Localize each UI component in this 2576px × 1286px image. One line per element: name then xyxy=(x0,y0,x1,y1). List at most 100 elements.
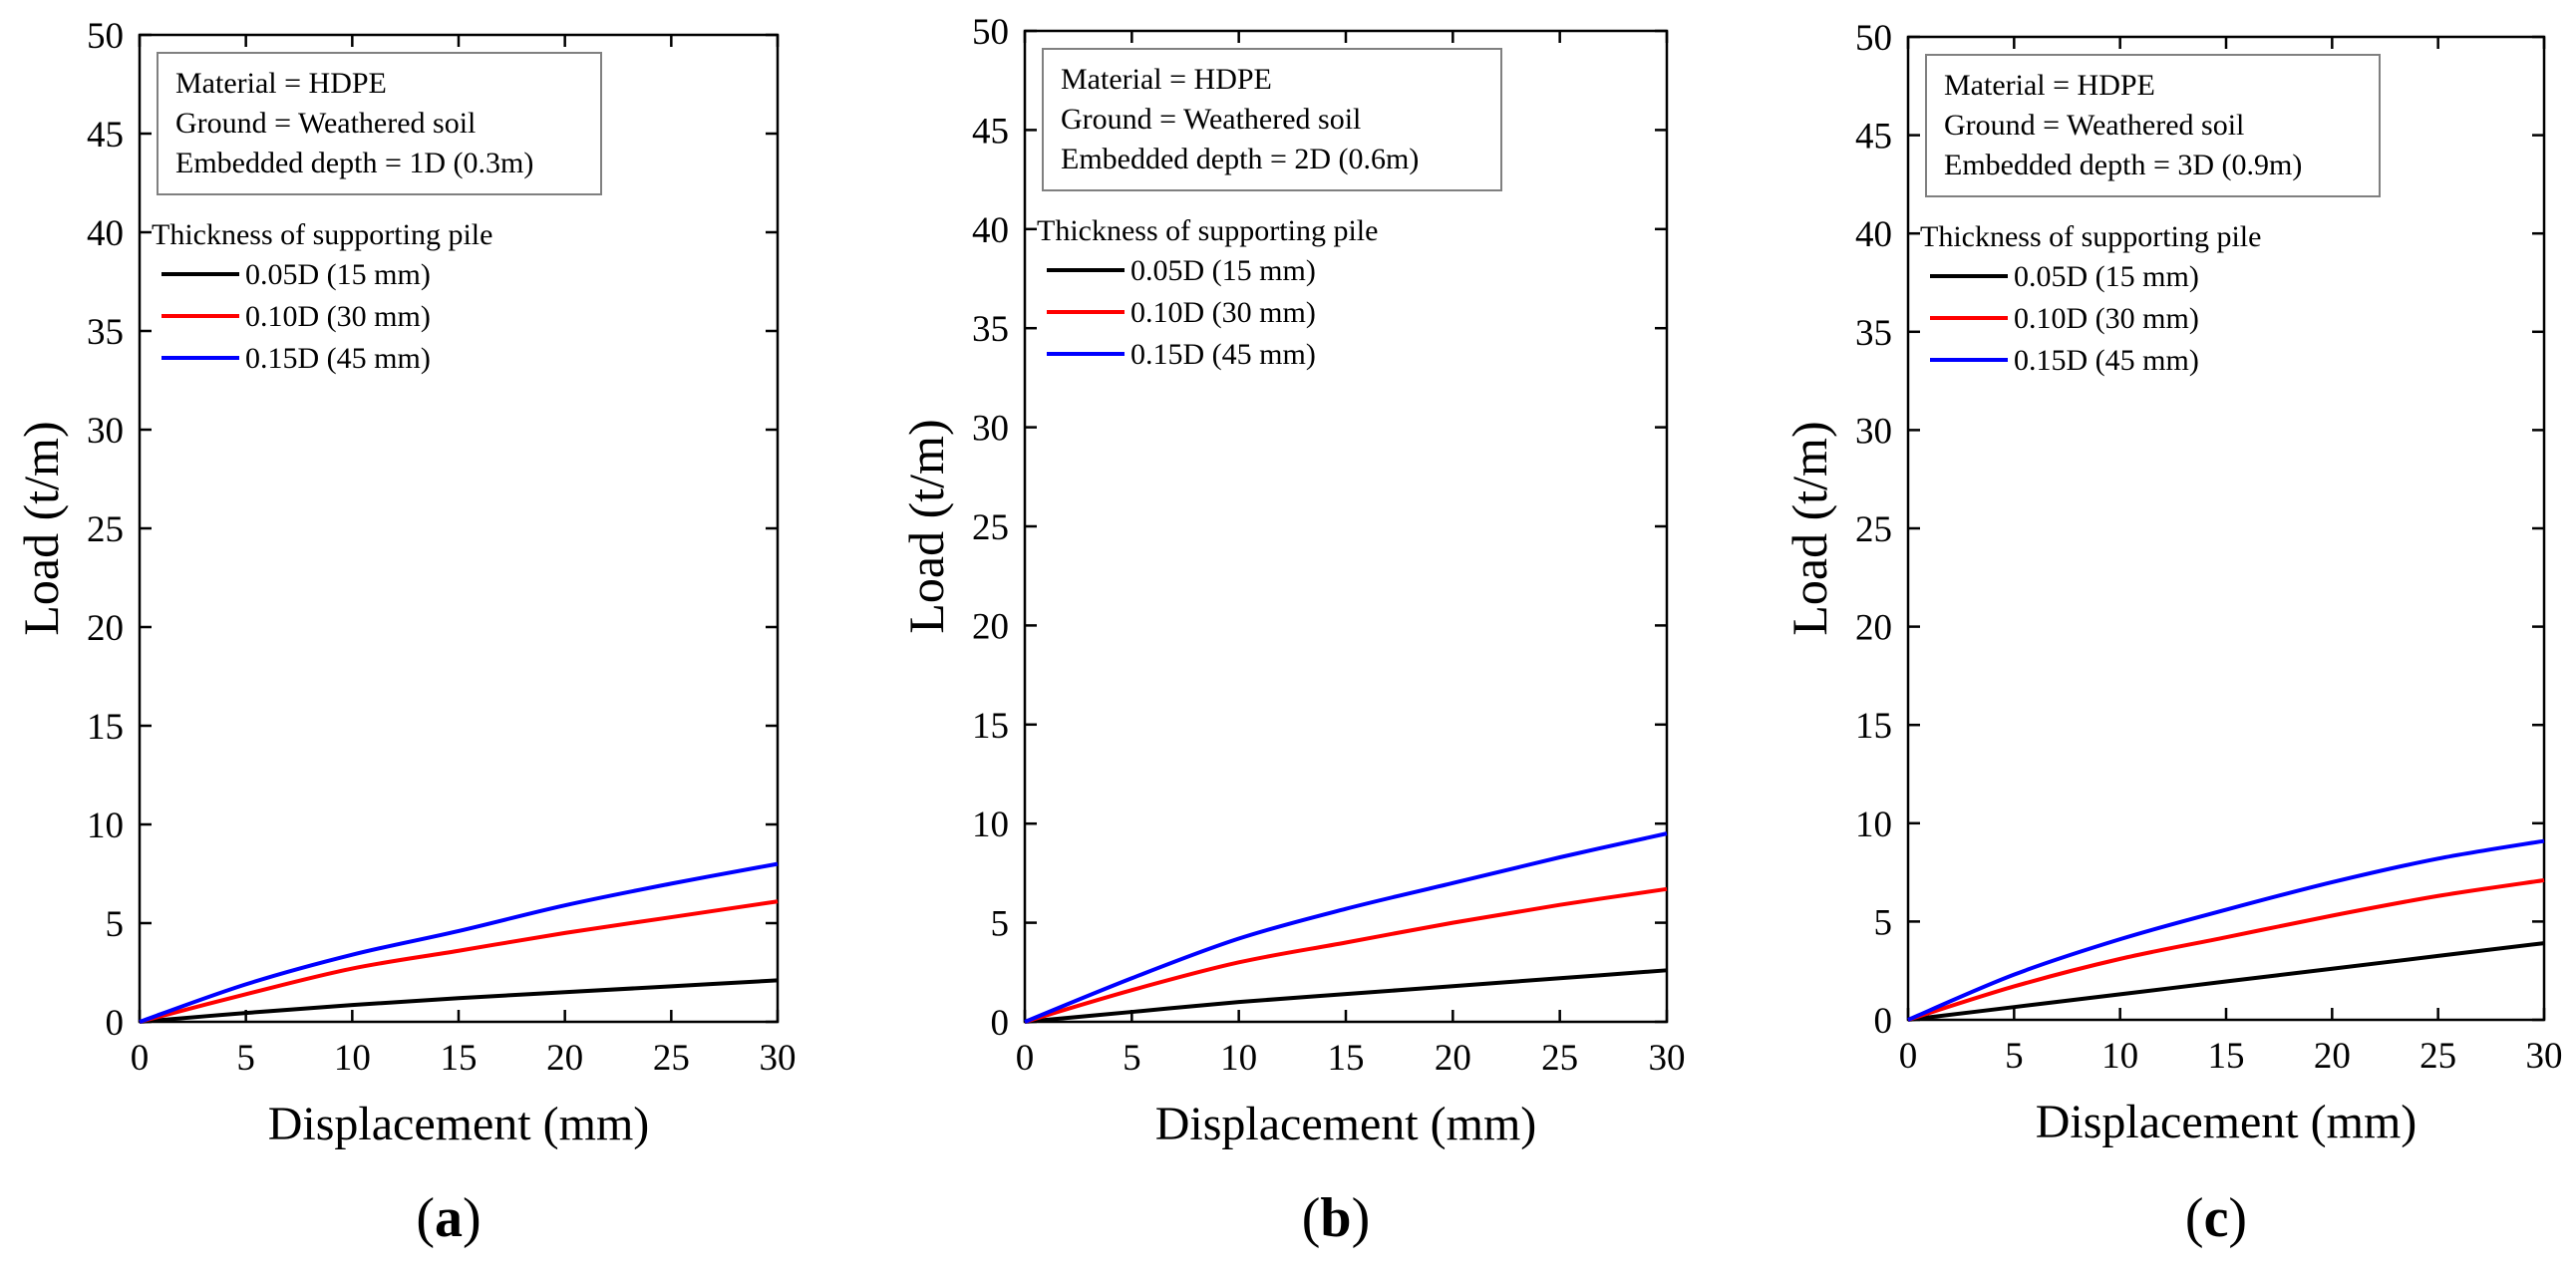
x-tick-label: 5 xyxy=(1123,1038,1141,1079)
x-tick-label: 20 xyxy=(2314,1036,2351,1077)
info-line: Material = HDPE xyxy=(1061,63,1272,96)
y-tick-label: 35 xyxy=(87,312,124,353)
y-tick-label: 45 xyxy=(972,111,1009,152)
x-tick-label: 15 xyxy=(441,1038,478,1079)
x-tick-label: 10 xyxy=(334,1038,371,1079)
series-line-2 xyxy=(1907,878,2545,1022)
series-line-2 xyxy=(1024,886,1668,1024)
legend-entry-2: 0.10D (30 mm) xyxy=(2014,302,2199,335)
series-line-3 xyxy=(139,861,779,1024)
x-tick-label: 20 xyxy=(546,1038,583,1079)
info-box xyxy=(1042,48,1502,191)
x-tick-label: 15 xyxy=(2208,1036,2245,1077)
x-tick-label: 25 xyxy=(1541,1038,1578,1079)
info-line: Ground = Weathered soil xyxy=(175,107,476,140)
y-tick-label: 10 xyxy=(87,805,124,846)
chart-panel-a: 0 5 10 15 20 25 30 0 5 10 15 20 25 30 35 40 45 50 Displace… xyxy=(13,16,797,1249)
y-tick-label: 0 xyxy=(991,1003,1010,1044)
y-tick-label: 5 xyxy=(991,904,1010,945)
y-tick-label: 35 xyxy=(972,309,1009,350)
legend-entry-2: 0.10D (30 mm) xyxy=(1130,296,1316,329)
x-tick-label: 5 xyxy=(2005,1036,2024,1077)
x-axis-label: Displacement (mm) xyxy=(1155,1098,1537,1150)
series-line-1 xyxy=(1024,968,1668,1024)
x-axis-label: Displacement (mm) xyxy=(2036,1096,2417,1148)
legend-entry-2: 0.10D (30 mm) xyxy=(245,300,431,333)
x-tick-label: 0 xyxy=(1016,1038,1035,1079)
x-tick-label: 0 xyxy=(1899,1036,1918,1077)
x-tick-label: 15 xyxy=(1328,1038,1365,1079)
y-tick-label: 10 xyxy=(972,804,1009,845)
panel-label: (a) xyxy=(416,1187,481,1249)
series-line-3 xyxy=(1907,838,2545,1022)
y-tick-label: 0 xyxy=(106,1003,125,1044)
info-line: Embedded depth = 2D (0.6m) xyxy=(1061,143,1419,175)
legend-title: Thickness of supporting pile xyxy=(1920,220,2261,253)
series-line-1 xyxy=(139,978,779,1024)
y-axis-label: Load (t/m) xyxy=(898,419,954,633)
y-tick-label: 20 xyxy=(972,606,1009,647)
info-line: Embedded depth = 3D (0.9m) xyxy=(1944,149,2302,181)
y-tick-label: 15 xyxy=(1855,706,1892,747)
legend-title: Thickness of supporting pile xyxy=(152,218,492,251)
legend-entry-1: 0.05D (15 mm) xyxy=(2014,260,2199,293)
y-axis-label: Load (t/m) xyxy=(1781,421,1837,635)
x-tick-label: 5 xyxy=(236,1038,255,1079)
x-tick-label: 10 xyxy=(1220,1038,1257,1079)
y-tick-label: 30 xyxy=(972,409,1009,450)
series-line-2 xyxy=(139,899,779,1024)
info-line: Material = HDPE xyxy=(175,67,387,100)
panel-label: (b) xyxy=(1302,1187,1370,1249)
y-tick-label: 40 xyxy=(1855,214,1892,255)
y-tick-label: 45 xyxy=(1855,117,1892,158)
panel-label: (c) xyxy=(2185,1187,2247,1249)
y-tick-label: 25 xyxy=(87,509,124,550)
y-tick-label: 35 xyxy=(1855,313,1892,354)
y-tick-label: 45 xyxy=(87,115,124,156)
y-tick-label: 50 xyxy=(87,16,124,57)
y-tick-label: 50 xyxy=(972,12,1009,53)
y-axis-label: Load (t/m) xyxy=(13,421,69,635)
x-tick-label: 30 xyxy=(1649,1038,1686,1079)
y-tick-label: 30 xyxy=(1855,411,1892,452)
y-tick-label: 40 xyxy=(972,210,1009,251)
series-line-1 xyxy=(1907,941,2545,1022)
y-tick-label: 5 xyxy=(1874,902,1893,943)
chart-panel-c: 0 5 10 15 20 25 30 0 5 10 15 20 25 30 35 40 45 50 Displace… xyxy=(1781,18,2563,1249)
x-tick-label: 25 xyxy=(2419,1036,2456,1077)
y-tick-label: 50 xyxy=(1855,18,1892,59)
info-box xyxy=(157,52,602,195)
y-tick-label: 25 xyxy=(972,507,1009,548)
x-tick-label: 0 xyxy=(131,1038,150,1079)
x-tick-label: 10 xyxy=(2101,1036,2138,1077)
info-line: Ground = Weathered soil xyxy=(1944,109,2244,142)
y-tick-label: 40 xyxy=(87,213,124,254)
series-line-3 xyxy=(1024,831,1668,1024)
x-axis-label: Displacement (mm) xyxy=(268,1098,650,1150)
info-line: Ground = Weathered soil xyxy=(1061,103,1361,136)
info-box xyxy=(1925,54,2381,197)
y-tick-label: 20 xyxy=(87,608,124,649)
y-tick-label: 30 xyxy=(87,411,124,452)
y-tick-label: 10 xyxy=(1855,804,1892,845)
legend-entry-1: 0.05D (15 mm) xyxy=(245,258,431,291)
x-tick-label: 30 xyxy=(2526,1036,2563,1077)
y-tick-label: 0 xyxy=(1874,1001,1893,1042)
y-tick-label: 20 xyxy=(1855,608,1892,649)
legend-entry-1: 0.05D (15 mm) xyxy=(1130,254,1316,287)
legend-entry-3: 0.15D (45 mm) xyxy=(245,342,431,375)
legend-entry-3: 0.15D (45 mm) xyxy=(2014,344,2199,377)
y-tick-label: 15 xyxy=(87,707,124,748)
x-tick-label: 30 xyxy=(760,1038,797,1079)
chart-panel-b: 0 5 10 15 20 25 30 0 5 10 15 20 25 30 35 40 45 50 Displace… xyxy=(898,12,1686,1249)
y-tick-label: 15 xyxy=(972,706,1009,747)
legend-title: Thickness of supporting pile xyxy=(1037,214,1378,247)
x-tick-label: 25 xyxy=(653,1038,690,1079)
y-tick-label: 25 xyxy=(1855,509,1892,550)
info-line: Material = HDPE xyxy=(1944,69,2155,102)
legend-entry-3: 0.15D (45 mm) xyxy=(1130,338,1316,371)
info-line: Embedded depth = 1D (0.3m) xyxy=(175,147,533,179)
y-tick-label: 5 xyxy=(106,904,125,945)
x-tick-label: 20 xyxy=(1435,1038,1471,1079)
